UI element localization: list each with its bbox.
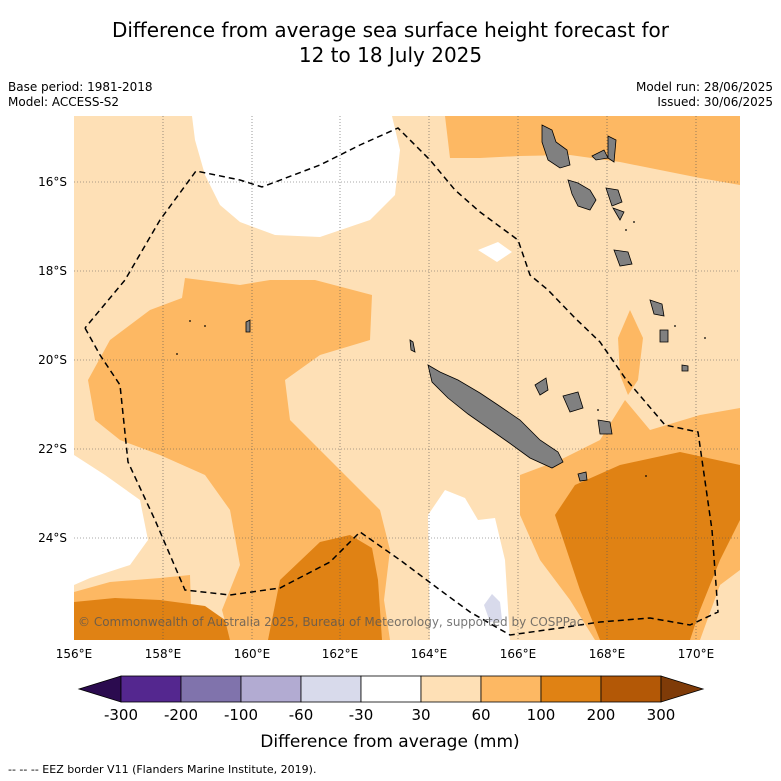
colorbar-segment: [600, 675, 662, 703]
lat-tick-label: 22°S: [38, 442, 67, 456]
model-run: Model run: 28/06/2025: [635, 80, 773, 94]
colorbar-ticks: -300 -200 -100 -60 -30 30 60 100 200 300: [104, 706, 675, 724]
neutral-region-southwest: [74, 455, 148, 585]
small-island-north: [409, 339, 416, 353]
map-title: Difference from average sea surface heig…: [0, 18, 781, 68]
isle-of-pines: [577, 471, 588, 482]
land: [245, 124, 689, 482]
loyalty-island-1: [534, 377, 549, 396]
vanuatu-island-3: [607, 135, 617, 163]
band-100-200-south: [268, 535, 382, 640]
graticule: [74, 116, 740, 640]
lat-ticks: 16°S 18°S 20°S 22°S 24°S: [38, 175, 67, 545]
colorbar-segment: [300, 675, 362, 703]
colorbar-segment: [180, 675, 242, 703]
colorbar-segment: [420, 675, 482, 703]
band-60-100-northeast: [445, 116, 740, 185]
lat-tick-label: 20°S: [38, 353, 67, 367]
lon-tick-label: 170°E: [678, 647, 715, 661]
small-island-east-3: [681, 364, 689, 372]
lon-tick-label: 156°E: [56, 647, 93, 661]
small-island-east: [649, 299, 665, 317]
band-60-100-spike: [618, 310, 643, 395]
lon-tick-label: 168°E: [589, 647, 626, 661]
colorbar-segment: [480, 675, 542, 703]
colorbar-tick-label: -300: [104, 706, 138, 724]
grey-blob: [484, 594, 502, 622]
vanuatu-island-1: [541, 124, 571, 169]
vanuatu-island-4: [567, 179, 597, 211]
colorbar-segment: [540, 675, 602, 703]
lon-ticks: 156°E 158°E 160°E 162°E 164°E 166°E 168°…: [56, 647, 715, 661]
loyalty-island-3: [597, 419, 613, 435]
lat-tick-label: 18°S: [38, 264, 67, 278]
colorbar-tick-label: -30: [349, 706, 374, 724]
colorbar-extend-low: [77, 675, 122, 703]
vanuatu-island-6: [612, 207, 625, 221]
issued-date: Issued: 30/06/2025: [657, 95, 773, 109]
small-island-east-2: [659, 329, 669, 343]
band-100-200-southeast: [555, 452, 740, 640]
colorbar-tick-label: 100: [527, 706, 556, 724]
vanuatu-island-7: [613, 249, 633, 267]
colorbar-extend-high: [660, 675, 705, 703]
tiny-islets: [176, 221, 706, 477]
eez-border-line: [84, 127, 719, 636]
meta-left: Base period: 1981-2018 Model: ACCESS-S2: [8, 80, 153, 110]
base-period: Base period: 1981-2018: [8, 80, 153, 94]
title-line-1: Difference from average sea surface heig…: [111, 18, 670, 42]
colorbar-tick-label: 300: [647, 706, 676, 724]
colorbar-label: Difference from average (mm): [260, 732, 519, 752]
model-name: Model: ACCESS-S2: [8, 95, 120, 109]
lon-tick-label: 158°E: [145, 647, 182, 661]
band-100-200-southwest: [74, 598, 230, 640]
title-line-2: 12 to 18 July 2025: [298, 43, 483, 67]
colorbar: [77, 675, 705, 703]
loyalty-island-2: [562, 391, 584, 413]
lat-tick-label: 16°S: [38, 175, 67, 189]
colorbar-tick-label: 30: [411, 706, 430, 724]
lon-tick-label: 162°E: [322, 647, 359, 661]
lat-tick-label: 24°S: [38, 531, 67, 545]
forecast-field: [74, 116, 740, 640]
small-island-west: [245, 319, 251, 333]
new-caledonia-island: [427, 364, 564, 469]
copyright-notice: © Commonwealth of Australia 2025, Bureau…: [78, 615, 583, 629]
vanuatu-island-5: [605, 187, 623, 207]
lon-tick-label: 160°E: [234, 647, 271, 661]
colorbar-tick-label: 60: [471, 706, 490, 724]
eez-footnote: -- -- -- EEZ border V11 (Flanders Marine…: [8, 763, 317, 776]
colorbar-segment: [120, 675, 182, 703]
neutral-region-small: [478, 242, 512, 262]
colorbar-tick-label: -100: [224, 706, 258, 724]
colorbar-segment: [360, 675, 422, 703]
colorbar-segment: [240, 675, 302, 703]
lon-tick-label: 164°E: [411, 647, 448, 661]
meta-right: Model run: 28/06/2025 Issued: 30/06/2025: [636, 80, 773, 110]
neutral-region-north: [192, 116, 400, 237]
colorbar-tick-label: -200: [164, 706, 198, 724]
colorbar-tick-label: 200: [587, 706, 616, 724]
lon-tick-label: 166°E: [500, 647, 537, 661]
colorbar-tick-label: -60: [289, 706, 314, 724]
